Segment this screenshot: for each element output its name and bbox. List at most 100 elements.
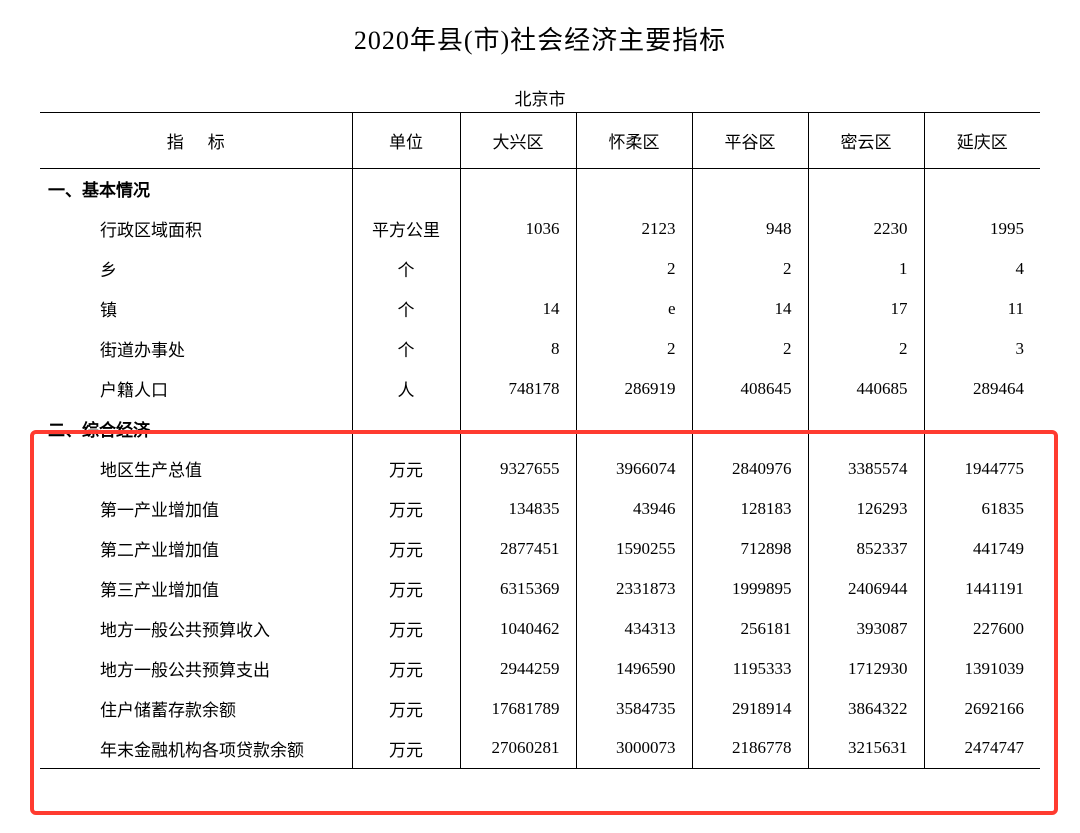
cell-unit: 个: [352, 329, 460, 369]
cell-value: 2230: [808, 209, 924, 249]
th-district: 怀柔区: [576, 113, 692, 169]
cell-value: 9327655: [460, 449, 576, 489]
data-row: 第二产业增加值万元2877451159025571289885233744174…: [40, 529, 1040, 569]
cell-value: 3215631: [808, 729, 924, 769]
cell-unit: [352, 169, 460, 209]
cell-value: 2123: [576, 209, 692, 249]
cell-value: 948: [692, 209, 808, 249]
th-district: 密云区: [808, 113, 924, 169]
indicator-name: 镇: [40, 289, 352, 329]
cell-value: 1441191: [924, 569, 1040, 609]
cell-value: 3864322: [808, 689, 924, 729]
cell-value: 2692166: [924, 689, 1040, 729]
table-header-row: 指标 单位 大兴区怀柔区平谷区密云区延庆区: [40, 113, 1040, 169]
cell-value: 1391039: [924, 649, 1040, 689]
cell-unit: 平方公里: [352, 209, 460, 249]
cell-value: 393087: [808, 609, 924, 649]
data-row: 镇个14e141711: [40, 289, 1040, 329]
data-row: 住户储蓄存款余额万元176817893584735291891438643222…: [40, 689, 1040, 729]
cell-value: 3: [924, 329, 1040, 369]
indicator-name: 年末金融机构各项贷款余额: [40, 729, 352, 769]
data-row: 地区生产总值万元93276553966074284097633855741944…: [40, 449, 1040, 489]
indicator-name: 地方一般公共预算收入: [40, 609, 352, 649]
cell-unit: 万元: [352, 649, 460, 689]
cell-value: 4: [924, 249, 1040, 289]
cell-unit: [352, 409, 460, 449]
cell-unit: 人: [352, 369, 460, 409]
indicator-name: 第三产业增加值: [40, 569, 352, 609]
cell-value: 227600: [924, 609, 1040, 649]
indicator-name: 街道办事处: [40, 329, 352, 369]
indicator-name: 第二产业增加值: [40, 529, 352, 569]
cell-unit: 万元: [352, 489, 460, 529]
cell-value: 2918914: [692, 689, 808, 729]
cell-value: 440685: [808, 369, 924, 409]
cell-value: 27060281: [460, 729, 576, 769]
table-body: 一、基本情况行政区域面积平方公里1036212394822301995乡个221…: [40, 169, 1040, 769]
indicator-name: 第一产业增加值: [40, 489, 352, 529]
cell-unit: 万元: [352, 569, 460, 609]
indicator-name: 住户储蓄存款余额: [40, 689, 352, 729]
cell-value: 126293: [808, 489, 924, 529]
cell-unit: 万元: [352, 609, 460, 649]
cell-value: 2186778: [692, 729, 808, 769]
indicator-name: 地方一般公共预算支出: [40, 649, 352, 689]
cell-value: [460, 249, 576, 289]
indicator-name: 户籍人口: [40, 369, 352, 409]
cell-value: 286919: [576, 369, 692, 409]
cell-value: 128183: [692, 489, 808, 529]
th-district: 延庆区: [924, 113, 1040, 169]
cell-value: 2840976: [692, 449, 808, 489]
cell-value: 1995: [924, 209, 1040, 249]
cell-value: [692, 409, 808, 449]
cell-value: 1040462: [460, 609, 576, 649]
cell-value: 17: [808, 289, 924, 329]
cell-value: 712898: [692, 529, 808, 569]
cell-value: [576, 409, 692, 449]
cell-value: 1712930: [808, 649, 924, 689]
cell-value: 14: [460, 289, 576, 329]
cell-value: 2944259: [460, 649, 576, 689]
cell-value: 2: [576, 329, 692, 369]
cell-value: 17681789: [460, 689, 576, 729]
cell-value: 134835: [460, 489, 576, 529]
cell-value: 2474747: [924, 729, 1040, 769]
cell-value: 14: [692, 289, 808, 329]
section-label: 二、综合经济: [40, 409, 352, 449]
cell-value: 3000073: [576, 729, 692, 769]
cell-value: 2: [692, 329, 808, 369]
data-row: 行政区域面积平方公里1036212394822301995: [40, 209, 1040, 249]
data-row: 户籍人口人748178286919408645440685289464: [40, 369, 1040, 409]
cell-value: [576, 169, 692, 209]
cell-value: 256181: [692, 609, 808, 649]
cell-value: 2406944: [808, 569, 924, 609]
th-unit: 单位: [352, 113, 460, 169]
cell-value: 2: [692, 249, 808, 289]
data-row: 乡个2214: [40, 249, 1040, 289]
indicator-table: 指标 单位 大兴区怀柔区平谷区密云区延庆区 一、基本情况行政区域面积平方公里10…: [40, 112, 1040, 769]
cell-value: 2: [576, 249, 692, 289]
cell-value: 1999895: [692, 569, 808, 609]
cell-value: 289464: [924, 369, 1040, 409]
region-label: 北京市: [40, 85, 1040, 110]
cell-value: [924, 409, 1040, 449]
cell-value: 434313: [576, 609, 692, 649]
indicator-name: 地区生产总值: [40, 449, 352, 489]
data-row: 第三产业增加值万元6315369233187319998952406944144…: [40, 569, 1040, 609]
cell-value: 3584735: [576, 689, 692, 729]
cell-value: 61835: [924, 489, 1040, 529]
cell-value: 1195333: [692, 649, 808, 689]
data-row: 地方一般公共预算收入万元1040462434313256181393087227…: [40, 609, 1040, 649]
data-row: 年末金融机构各项贷款余额万元27060281300007321867783215…: [40, 729, 1040, 769]
cell-unit: 万元: [352, 449, 460, 489]
cell-value: 3385574: [808, 449, 924, 489]
th-district: 平谷区: [692, 113, 808, 169]
cell-unit: 个: [352, 249, 460, 289]
cell-value: [460, 409, 576, 449]
data-row: 地方一般公共预算支出万元2944259149659011953331712930…: [40, 649, 1040, 689]
cell-value: 441749: [924, 529, 1040, 569]
cell-value: 6315369: [460, 569, 576, 609]
section-label: 一、基本情况: [40, 169, 352, 209]
th-district: 大兴区: [460, 113, 576, 169]
cell-unit: 个: [352, 289, 460, 329]
